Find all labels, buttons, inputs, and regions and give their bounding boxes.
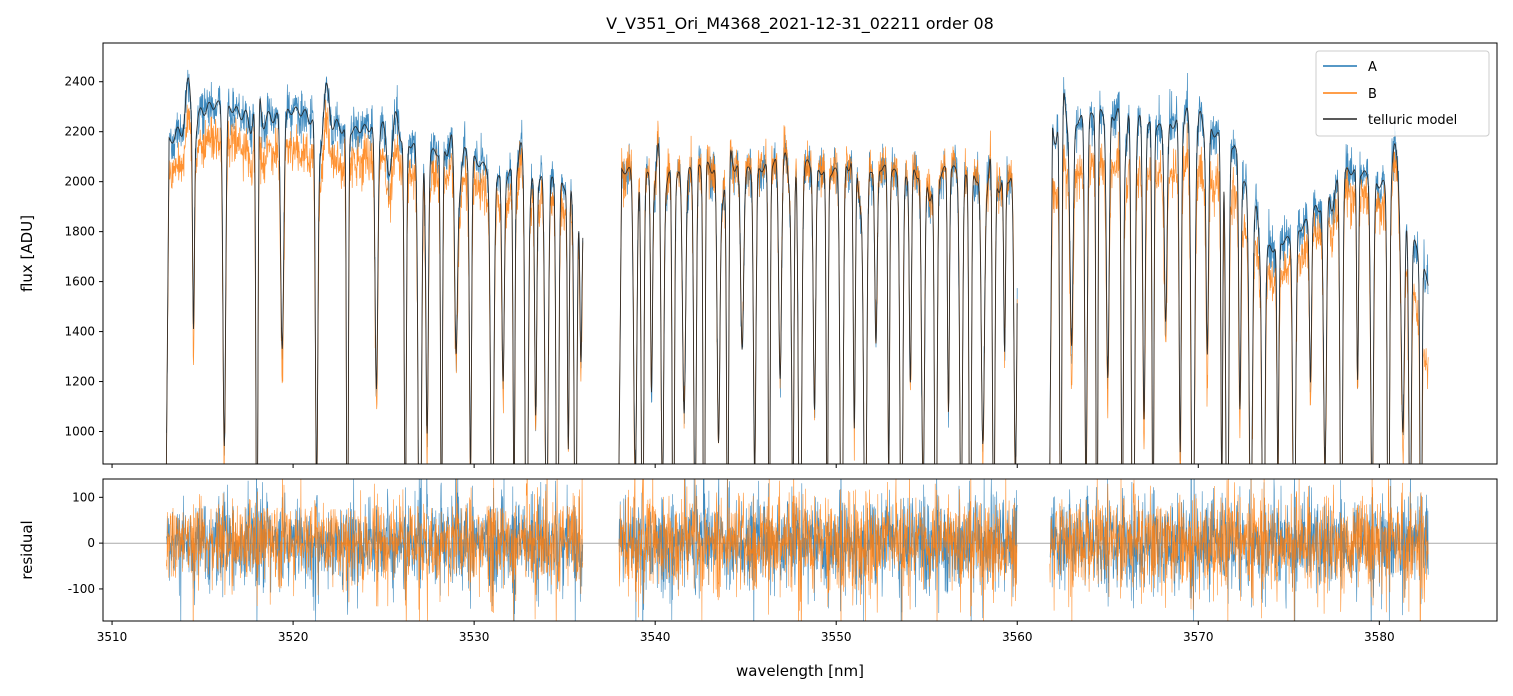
telluric-model-line (165, 77, 584, 464)
flux-x-ticks (111, 464, 1380, 468)
x-tick-label: 3580 (1364, 630, 1395, 644)
series-b-residual-line (1049, 479, 1429, 621)
flux-y-axis-label: flux [ADU] (18, 215, 36, 292)
residual-panel-frame (102, 478, 1498, 622)
y-tick-label: 100 (72, 490, 95, 504)
chart-title: V_V351_Ori_M4368_2021-12-31_02211 order … (606, 14, 994, 34)
series-b-residual-line (618, 479, 1018, 621)
y-tick-label: 1600 (64, 275, 95, 289)
y-tick-label: 1200 (64, 375, 95, 389)
flux-panel-frame (102, 42, 1498, 465)
series-b-residual-line (166, 479, 584, 621)
y-tick-label: 0 (87, 536, 95, 550)
y-tick-label: 1800 (64, 225, 95, 239)
telluric-model-line (618, 142, 1018, 464)
residual-y-axis-label: residual (18, 520, 36, 579)
residual-plot-area (103, 479, 1497, 621)
x-tick-label: 3560 (1002, 630, 1033, 644)
x-tick-label: 3550 (821, 630, 852, 644)
telluric-model-line (1049, 92, 1429, 464)
flux-panel: 1000 1200 1400 1600 1800 2000 2200 2400 flux [A… (18, 42, 1498, 468)
y-tick-label: 2000 (64, 175, 95, 189)
residual-y-ticks: -100 0 100 (68, 490, 103, 596)
x-axis-label: wavelength [nm] (736, 662, 864, 680)
y-tick-label: -100 (68, 582, 95, 596)
x-tick-label: 3570 (1183, 630, 1214, 644)
x-tick-label: 3540 (640, 630, 671, 644)
flux-plot-area (165, 69, 1429, 464)
legend-label-a: A (1368, 60, 1377, 75)
legend-box (1315, 50, 1490, 137)
legend-label-b: B (1368, 87, 1377, 102)
series-a-residual-line (1049, 479, 1429, 621)
series-b-flux-line (166, 99, 584, 464)
flux-y-ticks: 1000 1200 1400 1600 1800 2000 2200 2400 (64, 75, 103, 439)
y-tick-label: 1000 (64, 425, 95, 439)
x-tick-label: 3530 (459, 630, 490, 644)
y-tick-label: 2200 (64, 125, 95, 139)
series-a-residual-line (166, 479, 584, 621)
residual-x-ticks: 3510 3520 3530 3540 3550 3560 3570 3580 (97, 621, 1395, 644)
x-tick-label: 3510 (97, 630, 128, 644)
legend: A B telluric model (1315, 50, 1490, 137)
y-tick-label: 2400 (64, 75, 95, 89)
residual-panel: -100 0 100 3510 3520 3530 3540 3550 3560 3570 358… (18, 478, 1498, 644)
y-tick-label: 1400 (64, 325, 95, 339)
legend-label-telluric-model: telluric model (1368, 113, 1457, 128)
x-tick-label: 3520 (278, 630, 309, 644)
